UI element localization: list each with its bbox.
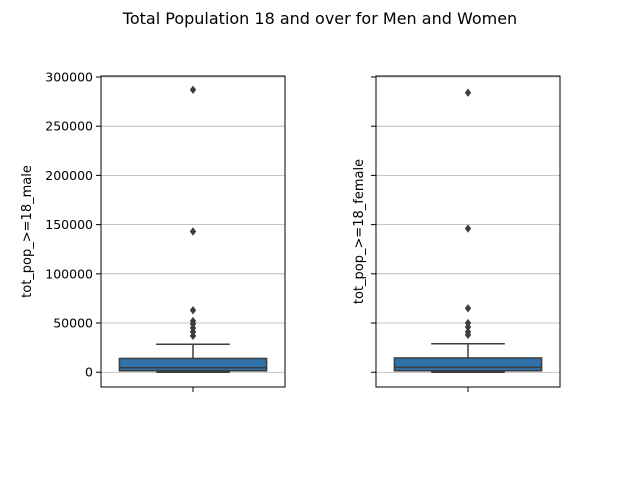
axes-frame bbox=[100, 75, 286, 388]
box bbox=[393, 357, 543, 372]
y-tick-label: 250000 bbox=[45, 119, 93, 134]
y-axis-label: tot_pop_>=18_female bbox=[352, 159, 367, 304]
y-tick-label: 0 bbox=[85, 365, 93, 380]
outlier-point bbox=[464, 304, 472, 313]
y-tick-label: 100000 bbox=[45, 266, 93, 281]
panel-2: tot_pop_>=18_female bbox=[352, 75, 561, 392]
box bbox=[118, 357, 268, 372]
y-tick-label: 300000 bbox=[45, 69, 93, 84]
outlier-point bbox=[464, 318, 472, 328]
outlier-point bbox=[189, 306, 197, 315]
y-tick-label: 50000 bbox=[53, 316, 93, 331]
outlier-point bbox=[464, 224, 472, 233]
outlier-point bbox=[189, 85, 197, 94]
outlier-point bbox=[189, 227, 197, 236]
axes-frame bbox=[375, 75, 561, 388]
y-tick-label: 200000 bbox=[45, 168, 93, 183]
outlier-point bbox=[464, 88, 472, 97]
y-tick-label: 150000 bbox=[45, 217, 93, 232]
chart-title: Total Population 18 and over for Men and… bbox=[122, 9, 517, 28]
y-axis-label: tot_pop_>=18_male bbox=[20, 165, 35, 298]
outlier-point bbox=[464, 327, 472, 337]
panel-1: 0 50000 100000 150000 200000 250000 300000 tot_… bbox=[20, 69, 286, 392]
outlier-point bbox=[189, 316, 197, 326]
panels: 0 50000 100000 150000 200000 250000 300000 tot_… bbox=[20, 69, 561, 392]
